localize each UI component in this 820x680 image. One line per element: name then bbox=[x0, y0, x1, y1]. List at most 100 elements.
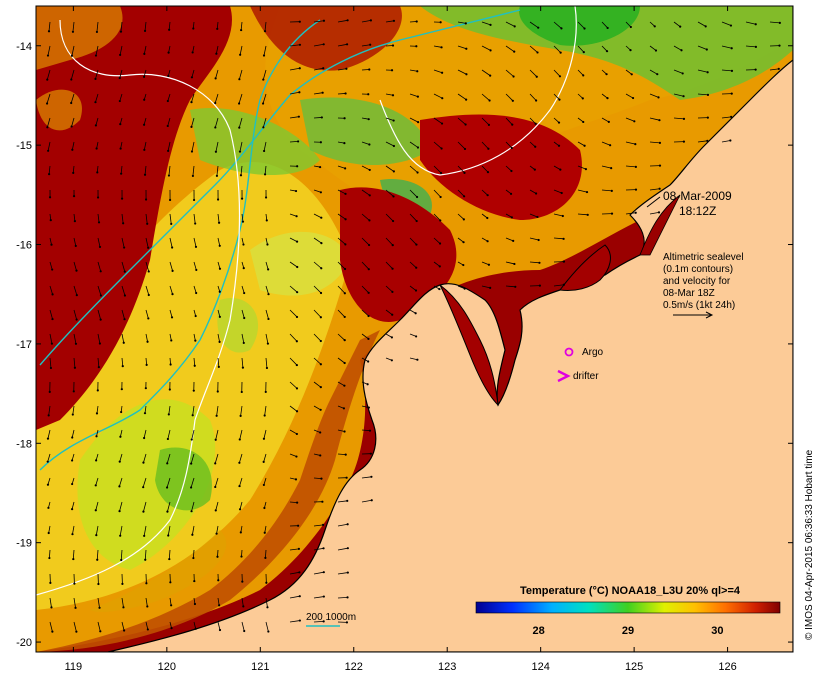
velocity-arrow-head bbox=[189, 486, 193, 489]
velocity-arrow bbox=[263, 45, 267, 56]
velocity-arrow-head bbox=[191, 174, 195, 178]
velocity-arrow bbox=[577, 69, 584, 76]
velocity-arrow bbox=[313, 92, 323, 95]
velocity-arrow-head bbox=[242, 266, 245, 270]
velocity-arrow bbox=[697, 45, 707, 50]
velocity-arrow-head bbox=[190, 76, 194, 79]
colorbar: Temperature (°C) NOAA18_L3U 20% ql>=4 28… bbox=[475, 585, 781, 637]
time-label: 18:12Z bbox=[679, 204, 716, 218]
velocity-arrow bbox=[263, 429, 267, 439]
velocity-arrow-head bbox=[70, 101, 73, 105]
velocity-arrow-head bbox=[119, 30, 123, 33]
velocity-arrow-head bbox=[168, 198, 172, 202]
velocity-arrow-head bbox=[143, 173, 147, 176]
velocity-arrow-head bbox=[607, 120, 610, 124]
velocity-arrow-head bbox=[319, 291, 323, 295]
velocity-arrow bbox=[433, 117, 443, 124]
velocity-arrow-head bbox=[486, 216, 489, 220]
velocity-arrow-head bbox=[631, 96, 635, 100]
velocity-arrow-head bbox=[70, 78, 73, 81]
velocity-arrow bbox=[46, 69, 51, 80]
velocity-arrow-head bbox=[266, 606, 269, 609]
velocity-arrow-head bbox=[262, 149, 266, 153]
velocity-arrow-head bbox=[297, 547, 300, 550]
velocity-arrow bbox=[120, 141, 123, 149]
velocity-arrow bbox=[337, 213, 346, 220]
velocity-arrow bbox=[73, 285, 78, 296]
velocity-arrow-head bbox=[50, 342, 54, 345]
velocity-arrow-head bbox=[439, 195, 442, 199]
velocity-arrow-head bbox=[218, 244, 221, 247]
velocity-arrow-head bbox=[73, 582, 76, 585]
velocity-arrow-head bbox=[582, 51, 585, 54]
velocity-arrow-head bbox=[629, 49, 632, 52]
velocity-arrow-head bbox=[168, 388, 171, 391]
velocity-arrow bbox=[143, 69, 147, 77]
velocity-arrow-head bbox=[344, 92, 347, 95]
velocity-arrow-head bbox=[143, 436, 146, 440]
velocity-arrow bbox=[97, 309, 102, 320]
velocity-arrow bbox=[73, 213, 76, 222]
velocity-arrow-head bbox=[298, 595, 301, 598]
velocity-arrow-head bbox=[343, 142, 346, 145]
velocity-arrow bbox=[625, 117, 635, 122]
velocity-arrow bbox=[625, 21, 632, 28]
velocity-arrow bbox=[481, 93, 490, 101]
velocity-arrow-head bbox=[367, 93, 370, 96]
velocity-arrow-head bbox=[214, 101, 217, 105]
velocity-arrow-head bbox=[368, 219, 371, 222]
velocity-arrow-head bbox=[118, 485, 121, 488]
velocity-arrow bbox=[168, 165, 171, 176]
velocity-arrow-head bbox=[72, 195, 76, 198]
velocity-arrow bbox=[337, 165, 346, 169]
velocity-arrow-head bbox=[214, 126, 217, 129]
velocity-arrow bbox=[217, 237, 221, 246]
velocity-arrow bbox=[121, 621, 125, 631]
velocity-arrow bbox=[409, 141, 419, 148]
velocity-arrow bbox=[265, 285, 269, 295]
velocity-arrow bbox=[337, 285, 346, 294]
velocity-arrow bbox=[191, 117, 195, 127]
velocity-arrow-head bbox=[344, 453, 347, 456]
velocity-arrow-head bbox=[440, 46, 443, 49]
velocity-arrow bbox=[71, 501, 75, 510]
colorbar-tick-label: 29 bbox=[622, 625, 634, 637]
velocity-arrow bbox=[721, 21, 732, 26]
velocity-arrow-head bbox=[262, 460, 265, 463]
velocity-arrow bbox=[73, 597, 76, 608]
velocity-arrow-head bbox=[319, 141, 322, 144]
velocity-arrow-head bbox=[190, 438, 193, 441]
plot-frame bbox=[35, 5, 794, 653]
velocity-arrow-head bbox=[96, 196, 100, 199]
velocity-arrow bbox=[121, 357, 124, 367]
velocity-arrow-head bbox=[265, 366, 269, 370]
velocity-arrow-head bbox=[97, 582, 100, 586]
velocity-arrow-head bbox=[94, 509, 97, 512]
velocity-arrow-head bbox=[441, 71, 444, 74]
velocity-arrow bbox=[263, 453, 267, 462]
velocity-arrow-head bbox=[318, 165, 322, 169]
velocity-arrow-head bbox=[119, 147, 122, 150]
velocity-arrow bbox=[457, 285, 465, 290]
velocity-arrow bbox=[48, 549, 51, 559]
velocity-arrow bbox=[217, 333, 220, 342]
velocity-arrow-head bbox=[266, 342, 270, 345]
velocity-arrow bbox=[313, 213, 322, 219]
velocity-arrow bbox=[625, 165, 636, 168]
velocity-arrow bbox=[217, 621, 221, 631]
y-axis: -14 -15 -16 -17 -18 -19 -20 bbox=[16, 41, 793, 649]
velocity-arrow-head bbox=[192, 27, 195, 30]
velocity-arrow-head bbox=[391, 219, 395, 223]
velocity-arrow-head bbox=[486, 171, 490, 174]
velocity-arrow bbox=[385, 285, 393, 293]
velocity-arrow bbox=[47, 477, 51, 485]
velocity-arrow bbox=[313, 381, 322, 388]
velocity-arrow bbox=[96, 549, 99, 560]
velocity-arrow bbox=[673, 93, 684, 97]
velocity-arrow bbox=[289, 548, 299, 551]
velocity-arrow-head bbox=[262, 78, 265, 81]
velocity-arrow-head bbox=[171, 269, 174, 272]
velocity-arrow-head bbox=[70, 459, 74, 462]
velocity-arrow-head bbox=[754, 23, 757, 26]
velocity-arrow bbox=[145, 309, 149, 319]
